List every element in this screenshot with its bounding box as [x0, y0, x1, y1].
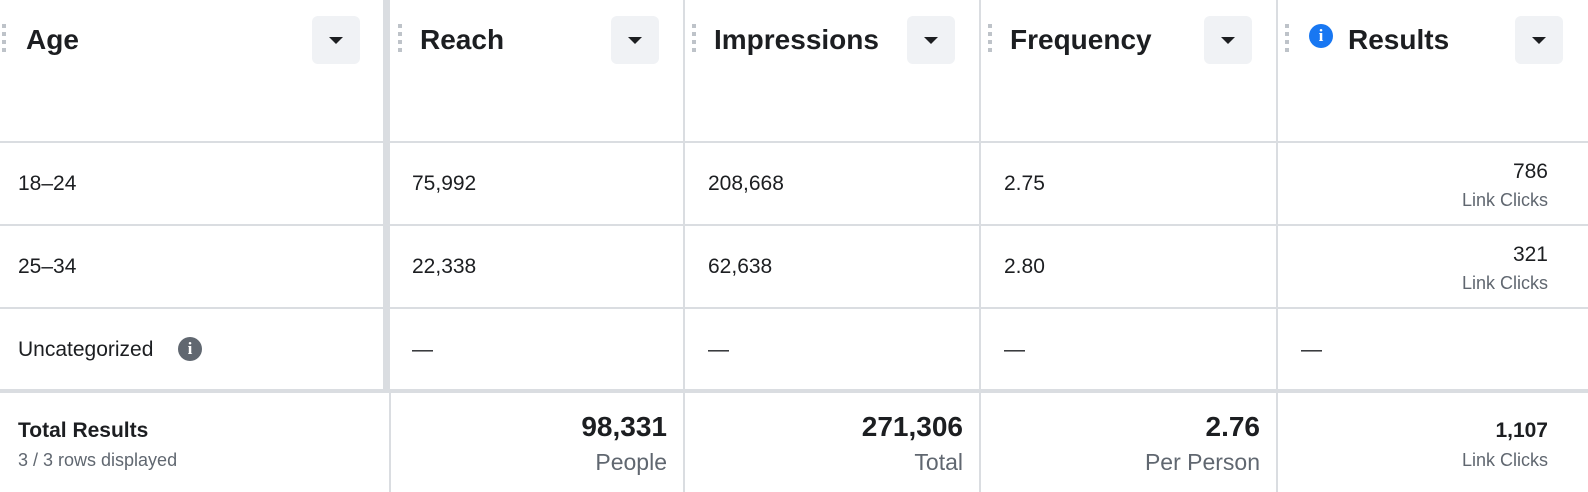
column-menu-button[interactable] [907, 16, 955, 64]
total-label: Total Results [18, 419, 149, 442]
column-divider [389, 390, 391, 492]
total-result-value: 1,107 [1495, 419, 1548, 442]
total-sub: 3 / 3 rows displayed [18, 450, 178, 470]
column-divider [1276, 0, 1278, 492]
column-divider [979, 0, 981, 492]
cell-value: — [412, 338, 433, 361]
result-unit: Link Clicks [1461, 190, 1548, 210]
row-divider [0, 141, 1588, 143]
column-header[interactable]: Impressions [714, 24, 879, 55]
total-value: 271,306 [861, 411, 963, 442]
drag-handle [988, 24, 992, 56]
column-header[interactable]: Frequency [1010, 24, 1152, 55]
column-menu-button[interactable] [1204, 16, 1252, 64]
result-value: 786 [1512, 160, 1548, 183]
drag-handle [398, 24, 402, 56]
total-unit: Total [914, 449, 963, 475]
column-menu-button[interactable] [611, 16, 659, 64]
row-divider [0, 307, 1588, 309]
cell-value: 208,668 [708, 172, 784, 195]
info-icon: i [1309, 24, 1333, 48]
total-value: 2.76 [1205, 411, 1261, 442]
result-unit: Link Clicks [1461, 273, 1548, 293]
cell-value: — [1004, 338, 1025, 361]
result-value: 321 [1512, 243, 1548, 266]
total-divider [0, 389, 1588, 393]
cell-value: — [708, 338, 729, 361]
cell-value: 2.80 [1004, 255, 1045, 278]
cell-value: 2.75 [1004, 172, 1045, 195]
column-menu-button[interactable] [312, 16, 360, 64]
column-divider [683, 0, 685, 492]
result-value: — [1301, 338, 1322, 361]
cell-value: 75,992 [412, 172, 477, 195]
cell-value: 62,638 [708, 255, 773, 278]
drag-handle [1285, 24, 1289, 56]
age-label: Uncategorized [18, 338, 154, 361]
age-label: 25–34 [18, 255, 77, 278]
column-header[interactable]: Reach [420, 24, 505, 55]
cell-value: 22,338 [412, 255, 477, 278]
column-menu-button[interactable] [1515, 16, 1563, 64]
total-unit: Per Person [1144, 449, 1260, 475]
total-value: 98,331 [581, 411, 667, 442]
row-divider [0, 224, 1588, 226]
age-label: 18–24 [18, 172, 77, 195]
frozen-divider [383, 0, 390, 390]
total-unit: People [595, 449, 667, 475]
column-header[interactable]: Age [26, 24, 79, 55]
drag-handle [2, 24, 6, 56]
total-result-unit: Link Clicks [1461, 450, 1548, 470]
info-icon: i [178, 337, 202, 361]
column-header[interactable]: Results [1348, 24, 1450, 55]
drag-handle [692, 24, 696, 56]
